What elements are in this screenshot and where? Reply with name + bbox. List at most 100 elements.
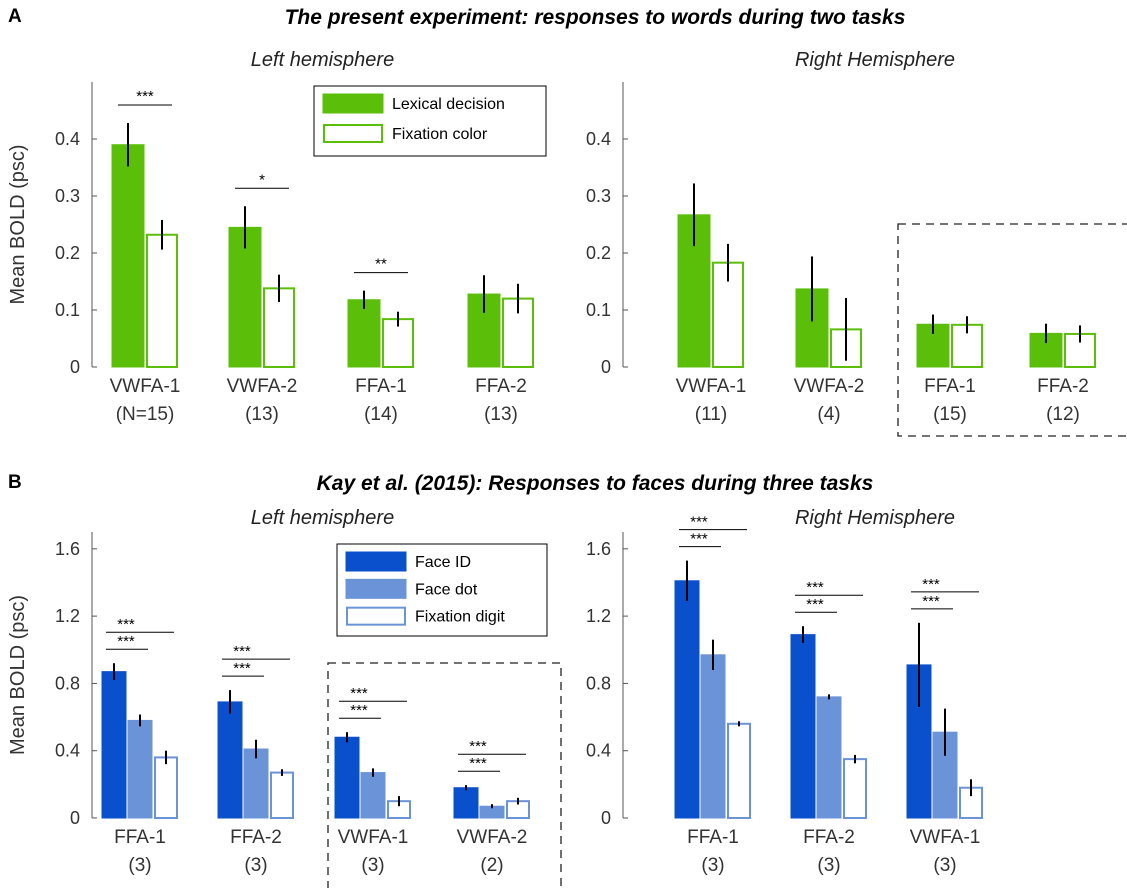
y-tick-label: 0.1 bbox=[55, 300, 80, 320]
bar bbox=[674, 580, 700, 819]
legend-label: Fixation digit bbox=[415, 609, 505, 626]
category-label: VWFA-2 bbox=[227, 376, 298, 397]
significance-stars: *** bbox=[469, 738, 487, 755]
n-label: (3) bbox=[817, 855, 840, 876]
significance-stars: *** bbox=[117, 616, 135, 633]
y-tick-label: 0.3 bbox=[55, 186, 80, 206]
y-axis-label: Mean BOLD (psc) bbox=[7, 595, 29, 755]
category-label: VWFA-1 bbox=[338, 827, 409, 848]
bar bbox=[334, 736, 360, 819]
chart-a-left-hemisphere: Left hemisphere 0 0.1 0.2 0.3 0.4 Mean BOLD (p… bbox=[7, 49, 547, 425]
bar bbox=[816, 696, 842, 819]
significance-stars: *** bbox=[690, 514, 708, 531]
category-label: VWFA-2 bbox=[794, 376, 865, 397]
significance-stars: *** bbox=[922, 576, 940, 593]
y-tick-label: 0.4 bbox=[55, 741, 80, 761]
y-tick-label: 0.2 bbox=[55, 243, 80, 263]
category-label: FFA-1 bbox=[924, 376, 976, 397]
legend-swatch bbox=[345, 578, 407, 599]
significance-stars: ** bbox=[375, 256, 387, 273]
highlight-box bbox=[327, 662, 562, 888]
bar bbox=[243, 748, 269, 819]
y-tick-label: 0.8 bbox=[55, 673, 80, 693]
chart-a-right-hemisphere: Right Hemisphere 0 0.1 0.2 0.3 0.4 VWFA-1 (11) V… bbox=[586, 49, 1127, 437]
significance-stars: *** bbox=[117, 633, 135, 650]
chart-title: Right Hemisphere bbox=[795, 49, 955, 71]
y-tick-label: 0 bbox=[70, 357, 80, 377]
n-label: (12) bbox=[1046, 404, 1080, 425]
significance-stars: *** bbox=[233, 660, 251, 677]
y-tick-label: 0 bbox=[601, 808, 611, 828]
bar bbox=[360, 772, 386, 819]
category-label: FFA-2 bbox=[475, 376, 527, 397]
bar bbox=[111, 144, 145, 368]
significance-stars: * bbox=[259, 171, 265, 188]
n-label: (3) bbox=[933, 855, 956, 876]
chart-b-right-hemisphere: Right Hemisphere 0 0.4 0.8 1.2 1.6 FFA-1 (3) FFA… bbox=[586, 507, 983, 876]
n-label: (2) bbox=[480, 855, 503, 876]
legend-swatch bbox=[323, 124, 383, 143]
category-label: VWFA-1 bbox=[676, 376, 747, 397]
bar bbox=[101, 671, 127, 819]
bar bbox=[270, 771, 294, 820]
highlight-box bbox=[897, 223, 1127, 437]
n-label: (14) bbox=[364, 404, 398, 425]
category-label: FFA-1 bbox=[687, 827, 739, 848]
bar bbox=[790, 634, 816, 819]
bar bbox=[453, 787, 479, 819]
y-tick-label: 1.6 bbox=[586, 539, 611, 559]
panel-a-letter: A bbox=[8, 6, 22, 27]
significance-stars: *** bbox=[806, 596, 824, 613]
significance-stars: *** bbox=[350, 702, 368, 719]
significance-stars: *** bbox=[806, 579, 824, 596]
y-tick-label: 0.4 bbox=[586, 741, 611, 761]
category-label: FFA-1 bbox=[114, 827, 166, 848]
n-label: (3) bbox=[244, 855, 267, 876]
y-tick-label: 0.4 bbox=[586, 129, 611, 149]
category-label: FFA-2 bbox=[230, 827, 282, 848]
bar bbox=[146, 233, 178, 368]
chart-title: Left hemisphere bbox=[251, 507, 394, 529]
n-label: (13) bbox=[245, 404, 279, 425]
legend-label: Face dot bbox=[415, 581, 478, 598]
n-label: (4) bbox=[817, 404, 840, 425]
n-label: (3) bbox=[701, 855, 724, 876]
bar bbox=[154, 756, 178, 820]
bar bbox=[727, 722, 751, 819]
y-tick-label: 1.2 bbox=[586, 606, 611, 626]
bar bbox=[843, 758, 867, 820]
n-label: (3) bbox=[361, 855, 384, 876]
category-label: FFA-2 bbox=[803, 827, 855, 848]
legend-swatch bbox=[345, 551, 407, 572]
bar bbox=[700, 654, 726, 819]
n-label: (11) bbox=[695, 404, 727, 425]
y-tick-label: 0.8 bbox=[586, 673, 611, 693]
chart-title: Right Hemisphere bbox=[795, 507, 955, 529]
y-tick-label: 0 bbox=[601, 357, 611, 377]
category-label: VWFA-1 bbox=[910, 827, 981, 848]
y-tick-label: 1.6 bbox=[55, 539, 80, 559]
category-label: FFA-1 bbox=[355, 376, 407, 397]
y-tick-label: 0 bbox=[70, 808, 80, 828]
significance-stars: *** bbox=[233, 643, 251, 660]
bar bbox=[127, 719, 153, 819]
y-tick-label: 0.2 bbox=[586, 243, 611, 263]
category-label: VWFA-2 bbox=[457, 827, 528, 848]
y-tick-label: 1.2 bbox=[55, 606, 80, 626]
category-label: FFA-2 bbox=[1037, 376, 1089, 397]
chart-title: Left hemisphere bbox=[251, 49, 394, 71]
bar bbox=[217, 701, 243, 819]
y-tick-label: 0.3 bbox=[586, 186, 611, 206]
y-tick-label: 0.1 bbox=[586, 300, 611, 320]
bar bbox=[347, 299, 381, 368]
legend-label: Lexical decision bbox=[392, 96, 505, 113]
bar bbox=[228, 226, 262, 368]
y-tick-label: 0.4 bbox=[55, 129, 80, 149]
n-label: (15) bbox=[933, 404, 967, 425]
panel-b-title: Kay et al. (2015): Responses to faces du… bbox=[317, 472, 874, 495]
chart-b-left-hemisphere: Left hemisphere 0 0.4 0.8 1.2 1.6 Mean BOLD (p… bbox=[7, 507, 562, 888]
significance-stars: *** bbox=[922, 593, 940, 610]
bar bbox=[382, 318, 414, 368]
panel-b-letter: B bbox=[8, 472, 22, 493]
